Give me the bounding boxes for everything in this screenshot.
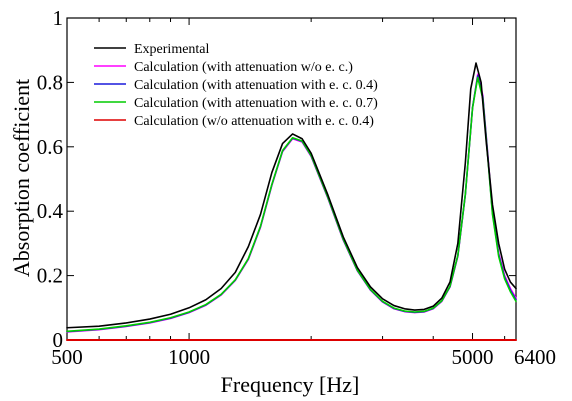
axis-ticks: 0 0.2 0.4 0.6 0.8 1 500 1000 5000 6400	[37, 6, 556, 369]
legend: Experimental Calculation (with attenuatio…	[94, 42, 378, 129]
x-tick-label: 1000	[168, 345, 210, 369]
legend-label: Calculation (w/o attenuation with e. c. …	[134, 114, 374, 129]
y-axis-title: Absorption coefficient	[9, 79, 34, 277]
legend-label: Calculation (with attenuation w/o e. c.)	[134, 60, 353, 75]
legend-label: Experimental	[134, 42, 210, 57]
x-tick-label: 6400	[514, 345, 556, 369]
x-tick-label: 5000	[452, 345, 494, 369]
y-tick-label: 1	[53, 6, 64, 30]
legend-label: Calculation (with attenuation with e. c.…	[134, 78, 378, 93]
y-tick-label: 0.2	[37, 264, 63, 288]
y-tick-label: 0.6	[37, 135, 63, 159]
series-line	[66, 73, 517, 333]
series-line	[66, 62, 517, 329]
y-tick-label: 0.4	[37, 199, 64, 223]
x-tick-label: 500	[51, 345, 83, 369]
y-tick-label: 0	[53, 328, 64, 352]
series-group	[66, 62, 517, 341]
legend-label: Calculation (with attenuation with e. c.…	[134, 96, 378, 111]
x-axis-title: Frequency [Hz]	[221, 372, 360, 397]
y-tick-label: 0.8	[37, 70, 63, 94]
